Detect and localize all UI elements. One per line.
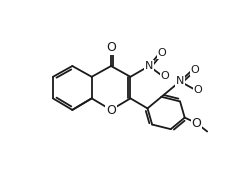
Text: O: O [194,85,202,95]
Text: O: O [190,65,199,75]
Text: O: O [106,41,116,54]
Text: O: O [192,116,201,130]
Text: N: N [145,61,153,71]
Text: O: O [160,71,169,81]
Text: O: O [106,104,116,117]
Text: O: O [158,48,166,58]
Text: N: N [176,76,184,87]
